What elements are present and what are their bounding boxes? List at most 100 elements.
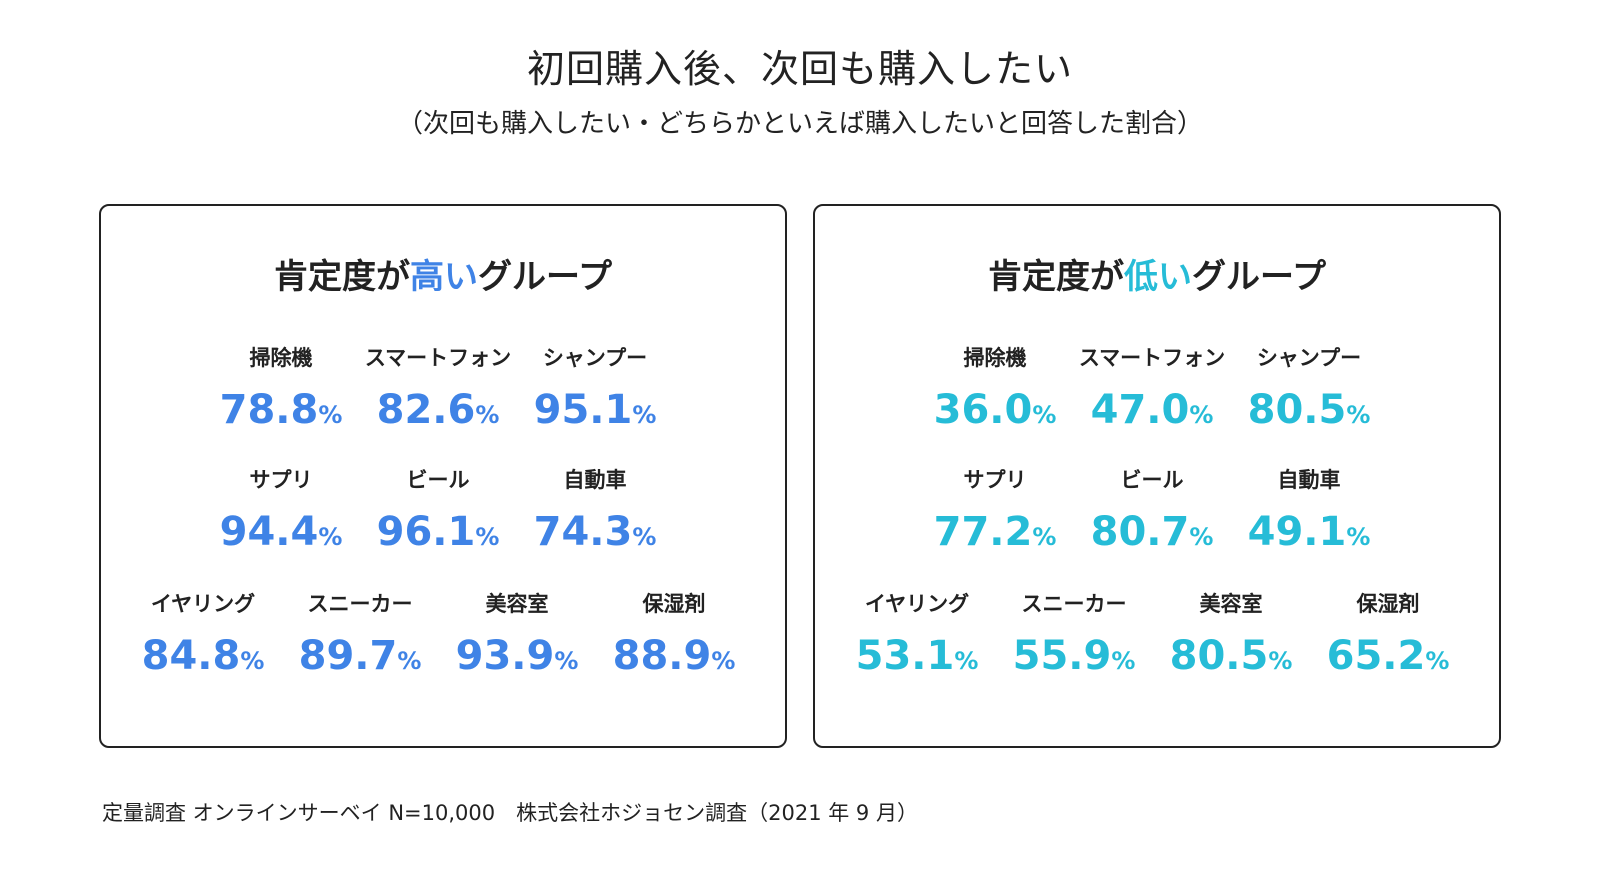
stat-number: 47.0 [1090,387,1190,433]
panel-title-highlight: 低い [1124,257,1193,297]
stat-label: 保湿剤 [642,592,706,616]
percent-sign: % [397,647,422,675]
stat-item: イヤリング 84.8% [128,590,278,687]
stat-label: イヤリング [864,592,970,616]
percent-sign: % [1189,523,1214,551]
percent-sign: % [554,647,579,675]
stat-label: 掃除機 [249,346,313,370]
stat-item: スマートフォン 82.6% [363,344,513,441]
stat-value: 80.7% [1077,506,1227,563]
stat-value: 49.1% [1234,506,1384,563]
stat-number: 36.0 [933,387,1033,433]
stat-item: スニーカー 89.7% [285,590,435,687]
panel-title-highlight: 高い [410,257,479,297]
stat-label: スニーカー [1021,592,1127,616]
stat-value: 77.2% [920,506,1070,563]
stat-value: 95.1% [520,384,670,441]
stat-label: サプリ [249,468,313,492]
stat-label: シャンプー [1256,346,1362,370]
stat-item: 自動車 49.1% [1234,466,1384,563]
panel-title-prefix: 肯定度が [988,257,1125,297]
chart-title: 初回購入後、次回も購入したい [526,47,1073,91]
percent-sign: % [1346,401,1371,429]
stat-item: スニーカー 55.9% [999,590,1149,687]
stat-number: 65.2 [1326,633,1426,679]
stat-value: 36.0% [920,384,1070,441]
percent-sign: % [475,523,500,551]
percent-sign: % [318,401,343,429]
stat-item: 掃除機 78.8% [206,344,356,441]
percent-sign: % [632,523,657,551]
stat-value: 96.1% [363,506,513,563]
stat-item: 自動車 74.3% [520,466,670,563]
stat-number: 96.1 [376,509,476,555]
stat-label: スマートフォン [1078,346,1226,370]
stat-label: ビール [1120,468,1184,492]
stat-label: シャンプー [542,346,648,370]
stat-value: 80.5% [1156,630,1306,687]
stat-number: 74.3 [533,509,633,555]
percent-sign: % [475,401,500,429]
low-affinity-panel: 肯定度が低いグループ 掃除機 36.0% スマートフォン 47.0% シャンプー 80.5… [813,204,1501,748]
stat-number: 77.2 [933,509,1033,555]
stat-item: 保湿剤 88.9% [599,590,749,687]
stat-value: 47.0% [1077,384,1227,441]
stat-value: 78.8% [206,384,356,441]
stat-item: スマートフォン 47.0% [1077,344,1227,441]
stat-value: 94.4% [206,506,356,563]
panel-title-suffix: グループ [478,257,612,297]
stat-item: 掃除機 36.0% [920,344,1070,441]
high-affinity-panel: 肯定度が高いグループ 掃除機 78.8% スマートフォン 82.6% シャンプー 95.1… [99,204,787,748]
stat-value: 80.5% [1234,384,1384,441]
stat-value: 93.9% [442,630,592,687]
percent-sign: % [1032,401,1057,429]
stat-number: 94.4 [219,509,319,555]
panel-title: 肯定度が高いグループ [101,254,785,300]
stat-label: スニーカー [307,592,413,616]
percent-sign: % [954,647,979,675]
percent-sign: % [318,523,343,551]
stat-number: 84.8 [141,633,241,679]
stat-item: 美容室 93.9% [442,590,592,687]
source-note: 定量調査 オンラインサーベイ N=10,000 株式会社ホジョセン調査（2021… [102,801,918,825]
percent-sign: % [240,647,265,675]
stat-value: 65.2% [1313,630,1463,687]
stat-label: 美容室 [485,592,549,616]
panel-title-prefix: 肯定度が [274,257,411,297]
stat-number: 88.9 [612,633,712,679]
stat-label: サプリ [963,468,1027,492]
percent-sign: % [1346,523,1371,551]
stat-label: イヤリング [150,592,256,616]
stat-label: スマートフォン [364,346,512,370]
stat-item: ビール 96.1% [363,466,513,563]
percent-sign: % [632,401,657,429]
stat-item: 保湿剤 65.2% [1313,590,1463,687]
stat-item: サプリ 94.4% [206,466,356,563]
chart-subtitle: （次回も購入したい・どちらかといえば購入したいと回答した割合） [396,109,1203,139]
stat-item: シャンプー 80.5% [1234,344,1384,441]
percent-sign: % [1032,523,1057,551]
percent-sign: % [1268,647,1293,675]
stat-label: 美容室 [1199,592,1263,616]
percent-sign: % [1111,647,1136,675]
stat-value: 55.9% [999,630,1149,687]
stat-label: 自動車 [563,468,627,492]
stat-value: 84.8% [128,630,278,687]
stat-number: 78.8 [219,387,319,433]
stat-number: 95.1 [533,387,633,433]
stat-label: 保湿剤 [1356,592,1420,616]
stat-number: 80.5 [1169,633,1269,679]
stat-number: 80.5 [1247,387,1347,433]
stat-number: 49.1 [1247,509,1347,555]
stat-label: ビール [406,468,470,492]
stat-value: 88.9% [599,630,749,687]
stat-item: イヤリング 53.1% [842,590,992,687]
stat-value: 74.3% [520,506,670,563]
stat-value: 89.7% [285,630,435,687]
stat-number: 89.7 [298,633,398,679]
stat-number: 55.9 [1012,633,1112,679]
stat-value: 53.1% [842,630,992,687]
percent-sign: % [1425,647,1450,675]
stat-item: ビール 80.7% [1077,466,1227,563]
stat-item: シャンプー 95.1% [520,344,670,441]
